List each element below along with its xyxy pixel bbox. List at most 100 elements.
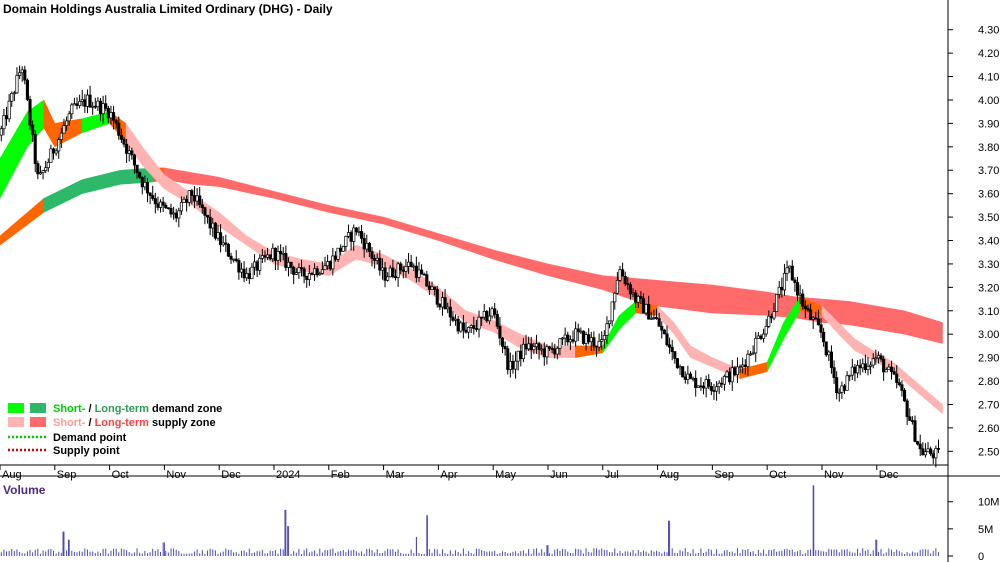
candle-body [762,333,766,339]
long-term-zone-segment [81,169,121,194]
candle-body [654,317,659,320]
candle-body [10,92,14,102]
candle-body [602,335,606,340]
candle-body [673,351,677,359]
price-tick-label: 3.30 [978,259,999,271]
candle-body [579,330,583,333]
candle-body [112,112,116,121]
candle-body [451,316,455,321]
candle-body [516,350,520,362]
candle-body [884,369,888,373]
candle-body [581,330,585,344]
candle-body [166,207,170,210]
candle-body [514,360,518,370]
candle-body [754,338,758,354]
price-axis: 4.30 4.20 4.10 4.00 3.90 3.80 3.70 3.60 3.50 3.40… [948,25,999,458]
candle-body [764,326,768,335]
candle-body [741,364,745,368]
candle-body [459,322,463,332]
candle-body [237,260,241,273]
candle-body [493,308,497,315]
candle-body [668,344,672,348]
candle-body [91,105,95,108]
candle-body [814,317,818,320]
candle-body [503,346,507,350]
candle-body [247,273,251,280]
candle-body [848,374,852,377]
month-label: Dec [879,469,899,481]
candle-body [688,373,693,379]
demand-zone-short-text: Short- [53,403,86,415]
candle-body [409,261,413,268]
candle-body [809,309,813,320]
candle-body [344,236,348,247]
candle-body [571,339,575,342]
month-label: Dec [221,469,241,481]
demand-zone-rest-text: demand zone [149,403,222,415]
candle-body [634,292,638,303]
candle-body [294,272,298,275]
candle-body [195,195,199,202]
long-term-zone-segment [849,301,878,330]
candle-body [336,247,340,260]
candle-body [621,269,625,277]
candle-body [49,148,53,163]
candle-body [822,331,826,343]
candle-body [422,273,426,276]
candle-body [224,242,228,245]
month-label: Aug [660,469,680,481]
candle-body [406,261,411,267]
candle-body [31,124,35,135]
candle-body [453,318,458,321]
candle-body [931,453,935,459]
candle-body [417,269,421,278]
candle-body [636,296,640,303]
short-term-zone-segment [766,322,784,372]
candle-body [788,265,792,269]
candle-body [96,100,100,108]
candle-body [67,113,71,122]
month-label: Jun [550,469,568,481]
candle-body [456,318,460,332]
price-tick-label: 3.00 [978,329,999,341]
candle-body [487,315,492,322]
candle-body [631,292,635,295]
candle-body [383,267,387,281]
candle-body [59,132,63,140]
price-tick-label: 3.60 [978,189,999,201]
candle-body [292,266,296,275]
candle-body [816,318,820,326]
price-tick-label: 3.90 [978,118,999,130]
candle-body [683,376,687,380]
candle-body [464,329,468,333]
candle-body [542,348,546,358]
supply-zone-long-text: Long-term [95,417,150,429]
candle-body [652,317,656,319]
demand-zone-short-swatch [8,403,24,413]
short-term-zone-segment [925,389,943,415]
candle-body [584,334,588,344]
candle-body [527,343,531,350]
candle-body [921,448,925,456]
demand-point-label: Demand point [53,432,127,444]
candle-body [759,335,763,339]
candle-body [349,232,353,242]
candle-body [357,231,361,233]
long-term-zone-segment [273,190,330,213]
candle-body [179,202,183,212]
candle-body [608,320,612,325]
candle-body [182,198,186,203]
volume-title: Volume [3,483,46,497]
candle-body [477,316,481,330]
candle-body [748,353,753,356]
candle-body [250,266,254,280]
candle-body [576,328,580,332]
candle-body [832,367,836,378]
candle-body [725,371,729,377]
candle-body [310,273,314,275]
candle-body [326,261,330,267]
long-term-zone-segment [43,179,83,213]
candle-body [44,167,48,171]
month-label: Nov [166,469,186,481]
candle-body [399,263,403,271]
